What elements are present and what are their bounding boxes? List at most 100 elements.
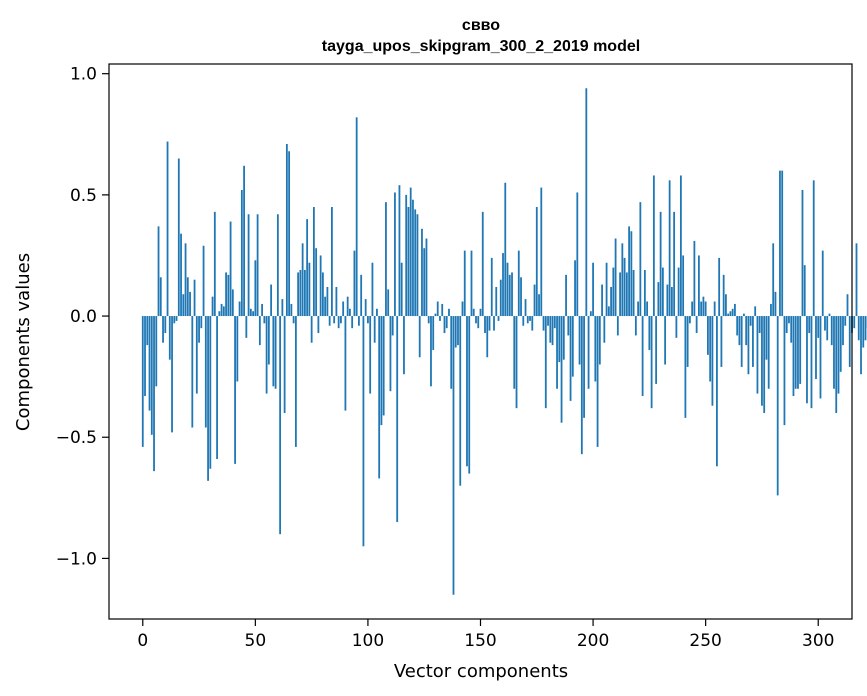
bar-102 (371, 262, 374, 317)
bar-279 (770, 303, 772, 317)
bar-163 (508, 274, 511, 317)
y-tick-label-1: −0.5 (56, 428, 97, 448)
bar-96 (358, 316, 360, 326)
bar-131 (436, 301, 439, 317)
bar-19 (184, 243, 187, 317)
bar-317 (855, 243, 858, 317)
bar-314 (848, 316, 851, 367)
bar-139 (454, 316, 457, 348)
chart-title-line2: tayga_upos_skipgram_300_2_2019 model (322, 38, 640, 55)
bar-184 (556, 316, 558, 389)
bar-4 (150, 316, 153, 435)
bar-192 (574, 260, 576, 317)
bar-48 (249, 308, 252, 317)
bar-62 (281, 299, 284, 317)
bar-187 (562, 316, 565, 360)
bar-103 (373, 316, 376, 343)
bar-0 (141, 316, 144, 447)
bar-22 (191, 316, 194, 428)
x-tick-label-1: 50 (245, 631, 267, 651)
bar-14 (173, 316, 176, 324)
plot-frame (108, 63, 853, 620)
bar-16 (177, 158, 180, 317)
bar-237 (675, 316, 678, 338)
bar-194 (578, 316, 581, 365)
bar-284 (781, 170, 784, 317)
bar-277 (765, 316, 768, 360)
bar-283 (779, 170, 781, 317)
bar-38 (227, 274, 230, 317)
bar-242 (686, 316, 689, 367)
bar-32 (213, 211, 216, 317)
bar-204 (601, 284, 603, 317)
bar-70 (299, 270, 302, 317)
bar-230 (659, 211, 662, 317)
bar-118 (407, 206, 410, 317)
bar-49 (252, 311, 254, 317)
bar-320 (862, 316, 865, 348)
bar-111 (391, 316, 394, 336)
y-tick-label-0: −1.0 (56, 549, 97, 569)
bar-78 (317, 316, 320, 334)
bar-227 (652, 175, 655, 317)
bar-81 (324, 296, 327, 317)
bar-126 (425, 238, 428, 317)
bar-153 (486, 316, 489, 358)
bar-253 (711, 316, 714, 406)
bar-77 (315, 248, 318, 317)
bar-50 (254, 260, 257, 317)
bar-74 (308, 262, 311, 317)
bar-129 (432, 316, 435, 350)
bar-254 (713, 301, 716, 317)
bar-5 (153, 316, 155, 472)
bar-64 (285, 143, 288, 317)
bar-113 (396, 316, 399, 523)
bar-195 (580, 316, 583, 455)
bar-290 (794, 316, 797, 389)
y-ticks-group: −1.0 −0.5 0.0 0.5 1.0 (56, 65, 109, 569)
bar-313 (846, 294, 849, 317)
bar-132 (439, 316, 441, 321)
bar-112 (394, 192, 396, 317)
bar-162 (506, 262, 509, 317)
bar-59 (274, 316, 277, 389)
bar-275 (761, 316, 763, 406)
bar-257 (720, 316, 723, 367)
bar-158 (497, 316, 500, 321)
bar-99 (364, 299, 367, 317)
bar-57 (270, 284, 273, 317)
bar-250 (704, 301, 707, 317)
bar-97 (360, 274, 363, 317)
bar-69 (297, 272, 300, 317)
bar-264 (736, 316, 739, 336)
bar-295 (806, 316, 808, 404)
bar-318 (857, 316, 860, 341)
bar-239 (679, 175, 682, 317)
bar-287 (788, 316, 790, 324)
bar-6 (155, 316, 158, 387)
bar-262 (731, 308, 734, 317)
bar-260 (727, 313, 730, 317)
bar-267 (743, 313, 745, 317)
bar-240 (682, 255, 685, 317)
bar-298 (812, 180, 815, 317)
bar-30 (209, 316, 212, 469)
bar-303 (824, 316, 826, 331)
bar-107 (382, 316, 385, 416)
bar-226 (650, 316, 653, 409)
bar-223 (643, 270, 646, 317)
bar-29 (207, 316, 209, 481)
bar-304 (826, 316, 829, 341)
bar-35 (220, 303, 223, 317)
bar-147 (472, 308, 475, 317)
bar-12 (168, 316, 171, 360)
bar-51 (256, 214, 259, 317)
bar-245 (693, 240, 696, 317)
bar-224 (646, 301, 649, 317)
bar-63 (283, 316, 286, 413)
bar-249 (702, 296, 705, 317)
x-tick-label-4: 200 (577, 631, 609, 651)
bar-319 (860, 316, 862, 375)
bar-209 (612, 267, 615, 317)
bar-45 (243, 165, 245, 317)
